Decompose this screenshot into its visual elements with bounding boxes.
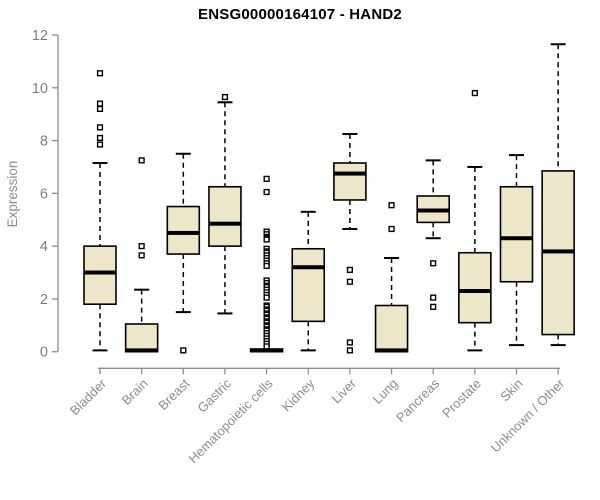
median-line (208, 221, 241, 226)
outlier-point (96, 134, 104, 142)
outlier-point (263, 188, 270, 196)
outlier-point (96, 124, 104, 131)
outlier-point (138, 157, 145, 164)
median-line (417, 208, 450, 213)
median-line (500, 236, 533, 241)
box-group (83, 70, 117, 352)
outlier-point (138, 243, 145, 250)
box-rect (208, 185, 242, 247)
box-group (249, 175, 284, 353)
y-tick-label: 2 (40, 292, 48, 308)
box-rect (166, 205, 201, 255)
outlier-point (346, 278, 354, 285)
x-category-label: Pancreas (393, 375, 443, 425)
outlier-point (388, 225, 395, 233)
median-line (375, 348, 408, 353)
x-category-label: Prostate (439, 376, 484, 421)
outlier-point (430, 294, 437, 301)
outlier-point (263, 236, 270, 243)
outlier-point (221, 93, 229, 101)
box-group (458, 89, 492, 352)
box-group (208, 93, 242, 315)
box-group (291, 210, 326, 352)
x-category-label: Gastric (194, 375, 234, 415)
outlier-point (263, 262, 270, 270)
outlier-point (180, 347, 187, 354)
outlier-point (96, 141, 104, 148)
chart-title: ENSG00000164107 - HAND2 (198, 6, 402, 23)
y-tick-label: 4 (40, 239, 48, 255)
outlier-point (263, 294, 270, 301)
outlier-point (263, 343, 270, 350)
y-tick-label: 6 (40, 186, 48, 202)
median-line (292, 265, 325, 270)
box-rect (124, 323, 159, 353)
x-category-label: Lung (370, 376, 401, 407)
y-tick-label: 10 (32, 81, 48, 97)
median-line (458, 288, 491, 293)
box-group (333, 132, 367, 354)
y-tick-label: 8 (40, 134, 48, 150)
box-rect (83, 245, 117, 305)
outlier-point (96, 70, 104, 77)
box-group (374, 202, 409, 353)
x-category-label: Liver (328, 375, 359, 406)
outlier-point (346, 339, 354, 346)
outlier-point (346, 266, 354, 273)
median-line (84, 270, 116, 275)
x-category-label: Breast (155, 376, 192, 413)
x-category-label: Kidney (279, 375, 318, 414)
box-group (499, 154, 534, 347)
median-line (125, 348, 158, 353)
outlier-point (471, 89, 478, 97)
median-line (250, 348, 283, 353)
box-group (124, 157, 159, 353)
x-category-label: Brain (119, 376, 151, 408)
outlier-point (430, 303, 437, 310)
median-line (333, 171, 366, 176)
box-group (541, 43, 575, 347)
box-rect (291, 247, 326, 323)
x-category-label: Bladder (67, 375, 110, 418)
median-line (167, 230, 200, 235)
box-rect (374, 304, 409, 353)
box-group (416, 159, 451, 310)
x-category-label: Unknown / Other (488, 375, 568, 455)
y-tick-label: 12 (32, 28, 48, 44)
outlier-point (430, 260, 437, 267)
box-rect (333, 162, 367, 201)
outlier-point (388, 202, 395, 209)
box-group (166, 152, 201, 354)
box-rect (499, 185, 534, 283)
y-tick-label: 0 (40, 345, 48, 361)
outlier-point (346, 347, 354, 354)
box-rect (458, 251, 492, 324)
outlier-point (138, 252, 145, 259)
x-category-label: Skin (497, 376, 525, 404)
outlier-point (96, 105, 104, 112)
outlier-point (263, 175, 270, 182)
outlier-point (96, 100, 104, 107)
median-line (542, 249, 575, 254)
